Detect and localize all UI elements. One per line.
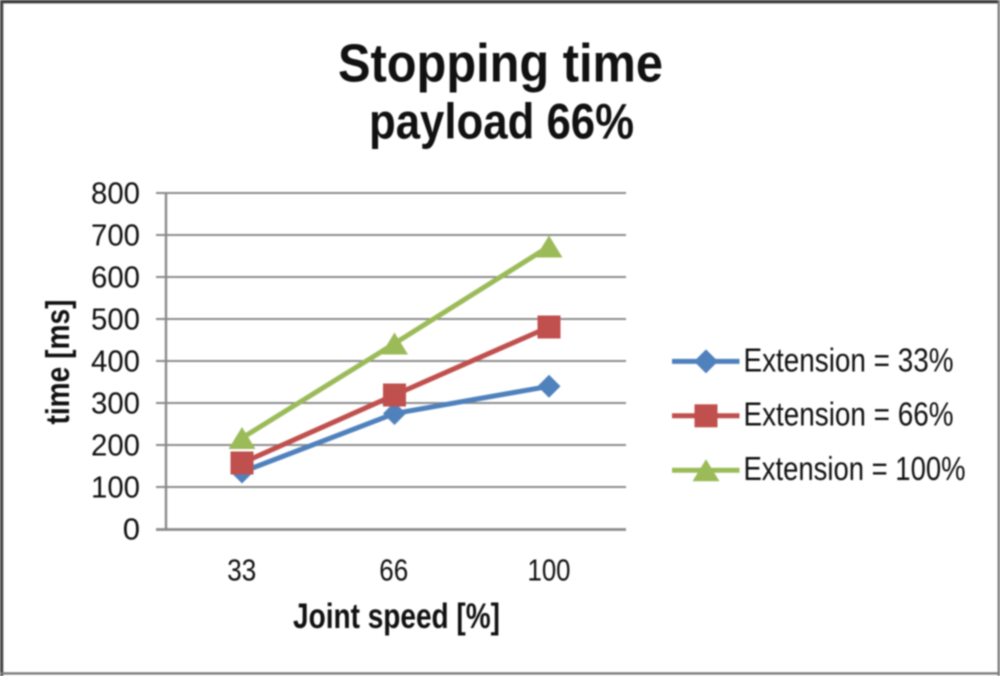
svg-text:700: 700 [91,218,140,253]
svg-text:100: 100 [91,470,140,505]
svg-text:66: 66 [379,553,408,588]
svg-text:Extension = 66%: Extension = 66% [744,396,954,433]
svg-text:500: 500 [91,302,140,337]
svg-text:time [ms]: time [ms] [39,300,76,425]
svg-text:800: 800 [91,176,140,211]
svg-text:33: 33 [227,553,256,588]
svg-text:Extension = 33%: Extension = 33% [744,341,954,378]
svg-text:300: 300 [91,386,140,421]
svg-text:100: 100 [528,553,571,588]
svg-text:600: 600 [91,260,140,295]
svg-text:Joint speed [%]: Joint speed [%] [293,597,500,636]
svg-text:200: 200 [91,428,140,463]
svg-text:payload 66%: payload 66% [369,94,634,150]
svg-text:Stopping time: Stopping time [338,34,663,94]
svg-text:Extension = 100%: Extension = 100% [744,450,966,487]
svg-text:400: 400 [91,344,140,379]
svg-text:0: 0 [123,512,140,547]
